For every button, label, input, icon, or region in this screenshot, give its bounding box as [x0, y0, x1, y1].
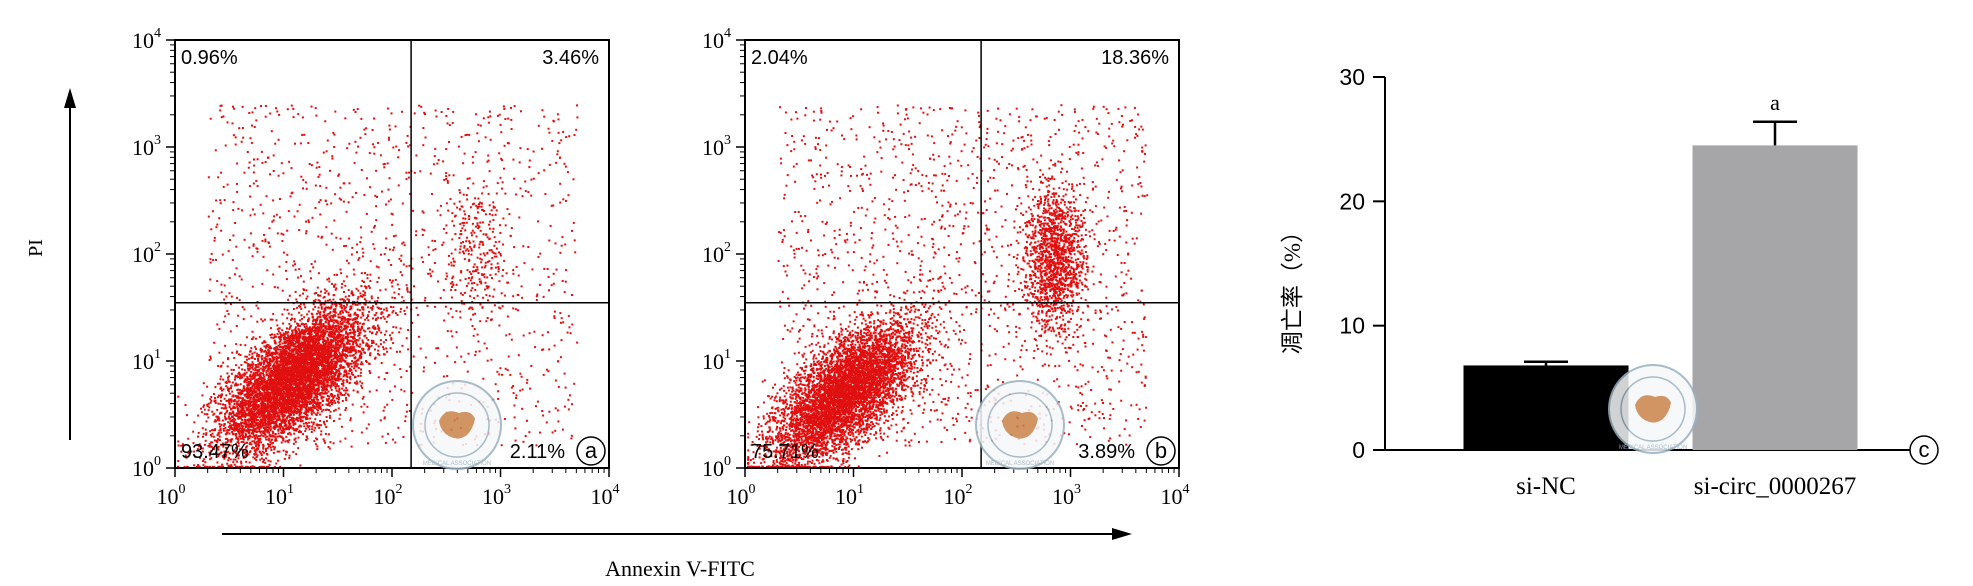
y-tick-label: 104 — [132, 26, 161, 53]
x-tick-label: 103 — [482, 482, 511, 509]
y-tick-label: 100 — [132, 454, 161, 481]
watermark-seals: MEDICAL ASSOCIATION MEDICAL ASSOCIATION ME… — [412, 364, 1698, 470]
x-tick-label: 100 — [157, 482, 186, 509]
shared-y-axis: PI — [25, 88, 76, 440]
x-tick-label: 104 — [1161, 482, 1190, 509]
x-axis-label-annexin: Annexin V-FITC — [605, 556, 755, 581]
quadrant-lower-left-percent: 93.47% — [181, 441, 249, 463]
bar-y-tick-label: 20 — [1339, 188, 1365, 214]
shared-x-axis: Annexin V-FITC — [222, 528, 1132, 581]
panel-label: b — [1155, 438, 1167, 463]
y-tick-label: 103 — [132, 133, 161, 160]
x-tick-label: 102 — [374, 482, 403, 509]
x-tick-label: 104 — [591, 482, 620, 509]
panel-label-circle — [576, 436, 606, 466]
quadrant-upper-left-percent: 0.96% — [181, 47, 238, 69]
scatter-dots — [747, 104, 1149, 468]
quadrant-upper-right-percent: 18.36% — [1101, 47, 1169, 69]
bar-y-tick-label: 0 — [1352, 437, 1365, 463]
medical-association-seal-icon: MEDICAL ASSOCIATION — [412, 380, 502, 470]
quadrant-lower-right-percent: 3.89% — [1078, 441, 1135, 463]
bar-chart-panel-c: 凋亡率（%） 0 10 20 30 si-NC a si-circ_0000267 c — [1280, 64, 1939, 500]
annexin-arrow-head — [1112, 528, 1132, 540]
quadrant-lower-left-percent: 75.71% — [751, 441, 819, 463]
bar-y-tick-label: 10 — [1339, 313, 1365, 339]
bar-category-label: si-circ_0000267 — [1694, 473, 1856, 500]
x-tick-label: 101 — [835, 482, 864, 509]
y-tick-label: 103 — [702, 133, 731, 160]
significance-annotation: a — [1770, 90, 1780, 115]
panel-label-circle — [1909, 435, 1939, 465]
x-tick-label: 100 — [727, 482, 756, 509]
bar-y-tick-label: 30 — [1339, 64, 1365, 90]
bar-si-circ-0000267 — [1692, 145, 1858, 450]
medical-association-seal-icon: MEDICAL ASSOCIATION — [1608, 364, 1698, 454]
quadrant-upper-right-percent: 3.46% — [542, 47, 599, 69]
bar-si-nc — [1463, 365, 1629, 450]
y-tick-label: 102 — [702, 240, 731, 267]
panel-label-circle — [1146, 436, 1176, 466]
y-tick-label: 104 — [702, 26, 731, 53]
medical-association-seal-icon: MEDICAL ASSOCIATION — [975, 380, 1065, 470]
plot-frame — [744, 39, 1180, 469]
quadrant-lower-right-percent: 2.11% — [510, 441, 565, 463]
y-tick-label: 102 — [132, 240, 161, 267]
panel-label: a — [585, 438, 598, 463]
panel-label: c — [1919, 437, 1930, 462]
x-tick-label: 103 — [1052, 482, 1081, 509]
y-tick-label: 100 — [702, 454, 731, 481]
y-tick-label: 101 — [132, 347, 161, 374]
bar-category-label: si-NC — [1516, 473, 1576, 500]
x-tick-label: 102 — [944, 482, 973, 509]
quadrant-upper-left-percent: 2.04% — [751, 47, 808, 69]
y-axis-label-pi: PI — [25, 239, 47, 257]
y-tick-label: 101 — [702, 347, 731, 374]
pi-arrow-head — [64, 88, 76, 108]
x-tick-label: 101 — [265, 482, 294, 509]
bar-y-axis-label: 凋亡率（%） — [1280, 220, 1305, 354]
scatter-dots — [177, 104, 579, 468]
